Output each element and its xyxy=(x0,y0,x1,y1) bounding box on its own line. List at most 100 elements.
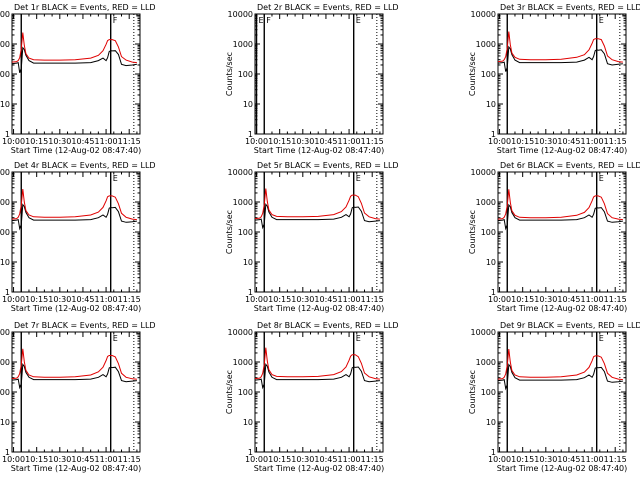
y-tick-label: 100 xyxy=(481,388,496,397)
x-tick-label: 10:15 xyxy=(268,295,291,304)
x-tick-label: 11:00 xyxy=(95,295,118,304)
x-axis-label: Start Time (12-Aug-02 08:47:40) xyxy=(497,146,628,155)
time-marker-label: F xyxy=(113,16,118,25)
x-tick-label: 10:30 xyxy=(48,455,71,464)
y-tick-label: 1000 xyxy=(476,198,496,207)
x-tick-label: 11:15 xyxy=(118,295,141,304)
plot-frame xyxy=(11,331,141,453)
x-axis-label: Start Time (12-Aug-02 08:47:40) xyxy=(254,146,385,155)
x-tick-label: 11:15 xyxy=(361,455,384,464)
x-tick-label: 10:30 xyxy=(48,137,71,146)
detector-panel: Det 5r BLACK = Events, RED = LLD 1 10 100 10… xyxy=(225,161,399,313)
y-tick-label: 10000 xyxy=(0,168,10,177)
x-tick-label: 10:15 xyxy=(268,455,291,464)
y-axis-label: Counts/sec xyxy=(225,370,234,414)
plot-frame xyxy=(254,13,384,135)
x-tick-label: 11:15 xyxy=(604,455,627,464)
panel-title: Det 7r BLACK = Events, RED = LLD xyxy=(14,321,156,330)
panel-title: Det 4r BLACK = Events, RED = LLD xyxy=(14,161,156,170)
y-tick-label: 10 xyxy=(243,418,253,427)
x-tick-label: 11:15 xyxy=(604,295,627,304)
plot-frame xyxy=(11,171,141,293)
y-tick-label: 10000 xyxy=(228,168,253,177)
x-tick-label: 11:15 xyxy=(604,137,627,146)
x-tick-label: 10:30 xyxy=(48,295,71,304)
y-tick-label: 10 xyxy=(486,258,496,267)
y-tick-label: 100 xyxy=(238,228,253,237)
y-tick-label: 10 xyxy=(0,418,10,427)
x-tick-label: 10:45 xyxy=(557,455,580,464)
y-axis-label: Counts/sec xyxy=(225,52,234,96)
y-tick-label: 10000 xyxy=(471,10,496,19)
y-tick-label: 1000 xyxy=(476,358,496,367)
events-series-line xyxy=(11,46,137,73)
x-tick-label: 10:00 xyxy=(245,455,268,464)
lld-series-line xyxy=(254,347,380,380)
y-tick-label: 1000 xyxy=(476,40,496,49)
y-tick-label: 10000 xyxy=(0,328,10,337)
plot-frame xyxy=(497,331,627,453)
y-axis-label: Counts/sec xyxy=(468,370,477,414)
x-tick-label: 10:15 xyxy=(25,455,48,464)
lld-series-line xyxy=(11,189,137,221)
y-tick-label: 10000 xyxy=(0,10,10,19)
panel-title: Det 8r BLACK = Events, RED = LLD xyxy=(257,321,399,330)
y-axis-label: Counts/sec xyxy=(468,210,477,254)
x-tick-label: 10:30 xyxy=(291,295,314,304)
events-series-line xyxy=(254,362,380,390)
y-tick-label: 100 xyxy=(0,388,10,397)
x-tick-label: 11:00 xyxy=(338,137,361,146)
y-tick-label: 100 xyxy=(481,70,496,79)
time-marker-label: E xyxy=(113,174,118,183)
plot-frame xyxy=(497,171,627,293)
x-tick-label: 10:15 xyxy=(25,137,48,146)
detector-panel: Det 7r BLACK = Events, RED = LLD 1 10 100 10… xyxy=(0,321,156,473)
y-tick-label: 1 xyxy=(5,130,10,139)
y-tick-label: 1 xyxy=(491,130,496,139)
y-tick-label: 100 xyxy=(481,228,496,237)
x-tick-label: 11:15 xyxy=(118,137,141,146)
x-tick-label: 10:15 xyxy=(511,137,534,146)
time-marker-label: E xyxy=(356,16,361,25)
x-tick-label: 11:00 xyxy=(95,455,118,464)
x-tick-label: 10:00 xyxy=(488,295,511,304)
detector-panel: Det 6r BLACK = Events, RED = LLD 1 10 100 10… xyxy=(468,161,640,313)
x-tick-label: 10:15 xyxy=(511,295,534,304)
x-axis-label: Start Time (12-Aug-02 08:47:40) xyxy=(11,304,142,313)
x-tick-label: 10:45 xyxy=(71,455,94,464)
x-axis-label: Start Time (12-Aug-02 08:47:40) xyxy=(11,146,142,155)
panel-title: Det 5r BLACK = Events, RED = LLD xyxy=(257,161,399,170)
panel-title: Det 1r BLACK = Events, RED = LLD xyxy=(14,3,156,12)
x-tick-label: 10:30 xyxy=(534,295,557,304)
y-tick-label: 1 xyxy=(248,448,253,457)
lld-series-line xyxy=(11,32,137,64)
x-tick-label: 10:15 xyxy=(268,137,291,146)
y-tick-label: 1000 xyxy=(0,198,10,207)
x-tick-label: 11:00 xyxy=(338,455,361,464)
x-tick-label: 10:30 xyxy=(534,137,557,146)
detector-panel: Det 2r BLACK = Events, RED = LLD 1 10 100 10… xyxy=(225,3,399,155)
x-tick-label: 10:00 xyxy=(488,137,511,146)
y-tick-label: 1 xyxy=(248,130,253,139)
y-tick-label: 1 xyxy=(491,448,496,457)
x-axis-label: Start Time (12-Aug-02 08:47:40) xyxy=(254,464,385,473)
y-tick-label: 1000 xyxy=(233,40,253,49)
x-tick-label: 10:00 xyxy=(2,137,25,146)
x-tick-label: 10:30 xyxy=(534,455,557,464)
x-tick-label: 11:00 xyxy=(581,295,604,304)
time-marker-label: E xyxy=(356,334,361,343)
x-tick-label: 10:00 xyxy=(245,137,268,146)
x-tick-label: 11:15 xyxy=(361,137,384,146)
x-tick-label: 10:45 xyxy=(557,295,580,304)
y-tick-label: 10000 xyxy=(228,10,253,19)
lld-series-line xyxy=(254,188,380,220)
x-tick-label: 10:30 xyxy=(291,455,314,464)
plot-frame xyxy=(497,13,627,135)
panel-title: Det 6r BLACK = Events, RED = LLD xyxy=(500,161,640,170)
plot-frame xyxy=(254,331,384,453)
time-marker-label: E xyxy=(259,16,264,25)
y-tick-label: 1000 xyxy=(0,40,10,49)
x-tick-label: 10:45 xyxy=(314,295,337,304)
x-tick-label: 10:45 xyxy=(71,137,94,146)
detector-panel: Det 3r BLACK = Events, RED = LLD 1 10 100 10… xyxy=(468,3,640,155)
